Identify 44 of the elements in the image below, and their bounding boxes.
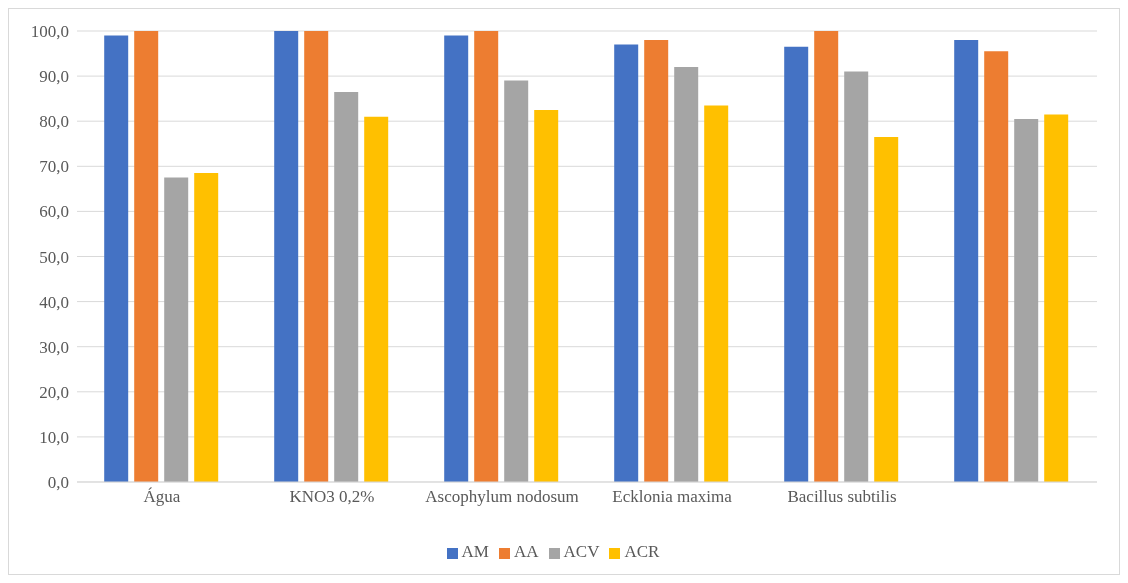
bar: [814, 31, 839, 482]
bar: [704, 105, 729, 482]
bar: [104, 35, 129, 482]
y-tick-label: 60,0: [39, 202, 69, 222]
x-tick-label: Ascophylum nodosum: [425, 487, 579, 507]
y-tick-label: 70,0: [39, 157, 69, 177]
bar: [194, 173, 219, 482]
bar: [364, 116, 389, 482]
bar: [874, 136, 899, 482]
bar: [784, 46, 809, 482]
bar: [1014, 118, 1039, 482]
legend-label: AA: [513, 542, 539, 561]
y-tick-label: 90,0: [39, 67, 69, 87]
bar: [844, 71, 869, 482]
y-tick-label: 10,0: [39, 427, 69, 447]
bar: [164, 177, 189, 482]
y-tick-label: 40,0: [39, 292, 69, 312]
bar: [674, 67, 699, 482]
y-tick-label: 0,0: [47, 473, 69, 493]
bar: [334, 91, 359, 482]
bar: [134, 31, 159, 482]
x-tick-label: Ecklonia maxima: [612, 487, 733, 507]
y-tick-label: 80,0: [39, 112, 69, 132]
legend-label: ACV: [563, 542, 600, 561]
y-tick-label: 100,0: [30, 22, 69, 42]
bar: [274, 31, 299, 482]
bar: [614, 44, 639, 482]
bar: [304, 31, 329, 482]
legend-label: AM: [461, 542, 489, 561]
bar: [984, 51, 1009, 482]
bar: [534, 109, 559, 482]
bar: [474, 31, 499, 482]
y-tick-label: 20,0: [39, 382, 69, 402]
y-tick-label: 30,0: [39, 337, 69, 357]
bar: [644, 40, 669, 482]
bar: [954, 40, 979, 482]
y-tick-label: 50,0: [39, 247, 69, 267]
legend-label: ACR: [624, 542, 660, 561]
x-tick-label: Água: [143, 487, 181, 507]
x-tick-label: Bacillus subtilis: [787, 487, 897, 507]
bar: [444, 35, 469, 482]
bar: [1044, 114, 1069, 482]
x-tick-label: KNO3 0,2%: [289, 487, 375, 507]
bar: [504, 80, 529, 482]
